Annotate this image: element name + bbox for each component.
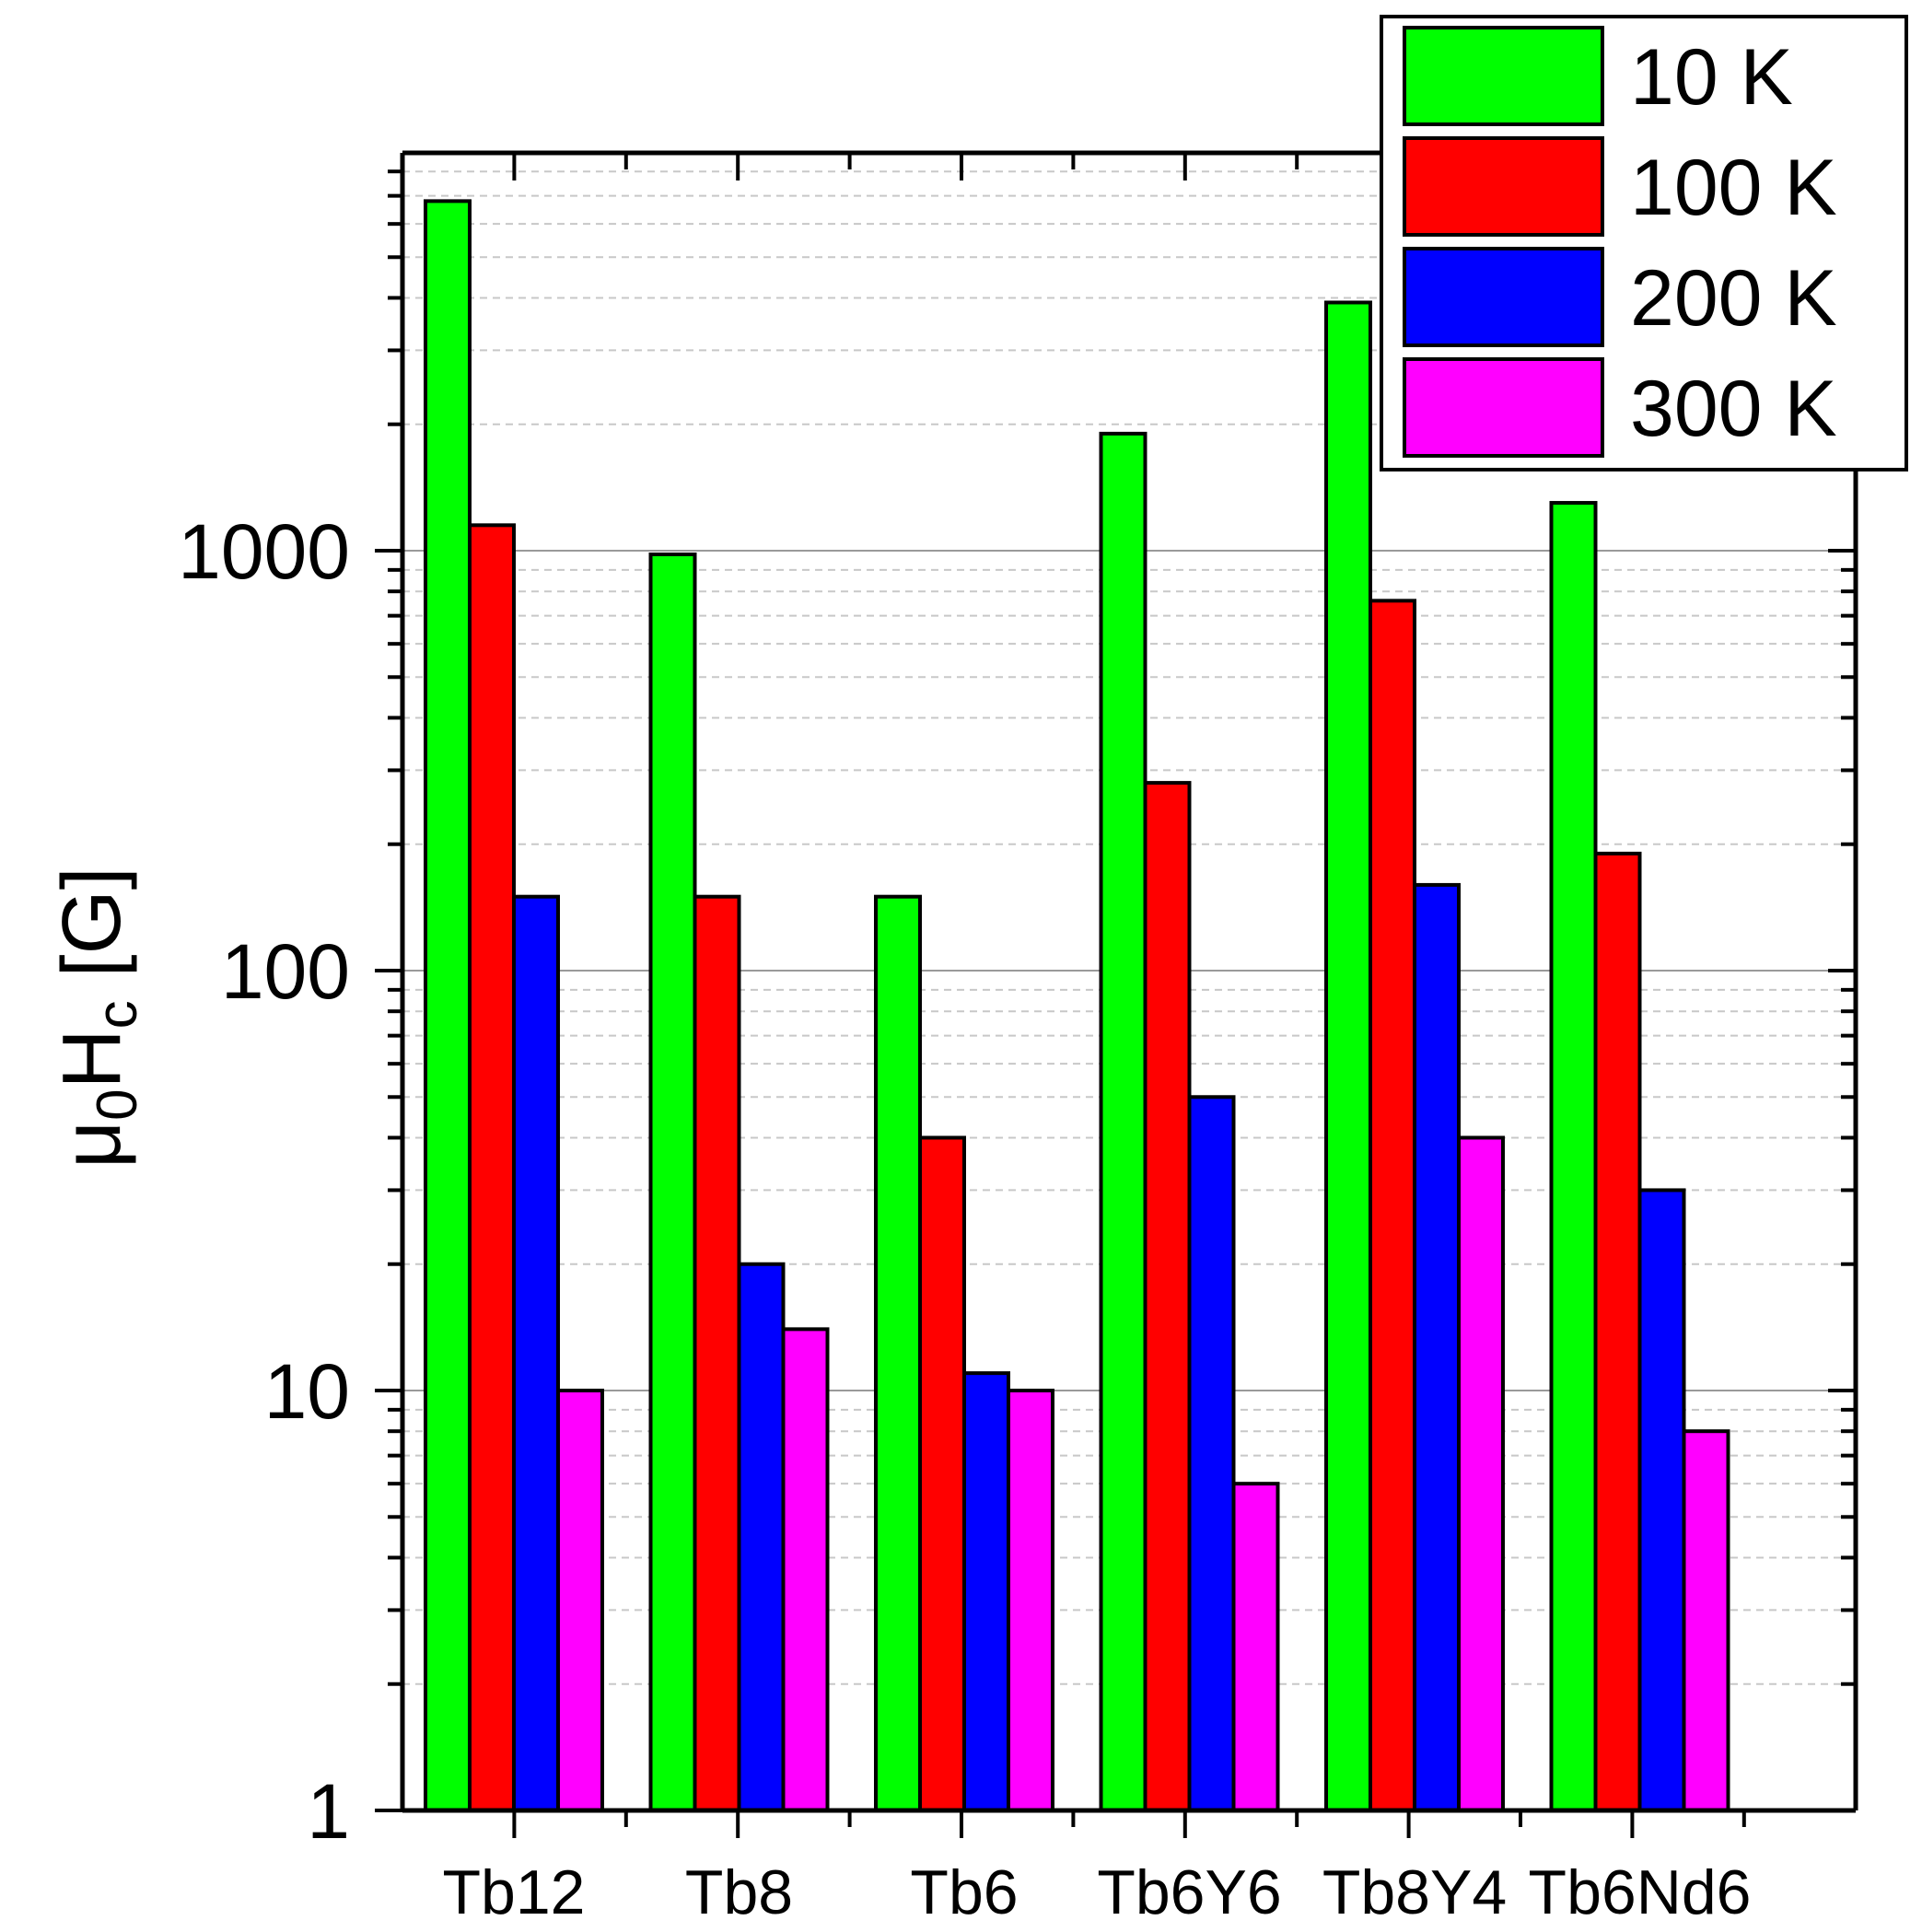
bar-tb12-10k: [424, 199, 472, 1812]
bar-tb12-100k: [468, 523, 516, 1812]
legend-label-10k: 10 K: [1630, 33, 1793, 122]
legend-swatch-10k: [1403, 26, 1604, 126]
y-label-h: H: [46, 1029, 138, 1088]
bar-tb6-300k: [1007, 1389, 1054, 1812]
bar-tb6y6-100k: [1143, 781, 1192, 1812]
bar-tb8-200k: [737, 1262, 786, 1812]
bar-tb8y4-100k: [1369, 599, 1416, 1812]
legend-label-300k: 300 K: [1630, 365, 1837, 453]
bar-tb12-200k: [512, 894, 560, 1812]
bar-tb6y6-300k: [1231, 1482, 1280, 1813]
bar-tb6y6-200k: [1187, 1095, 1236, 1812]
bar-tb6nd6-300k: [1682, 1429, 1730, 1812]
legend-swatch-100k: [1403, 136, 1604, 237]
bar-tb6-10k: [874, 894, 922, 1812]
legend: 10 K 100 K 200 K 300 K: [1380, 15, 1908, 471]
tick-labels: Tb12 Tb8 Tb6 Tb6Y6 Tb8Y4 Tb6Nd6 1 10 100 1000: [178, 508, 1751, 1927]
bar-tb6nd6-200k: [1637, 1188, 1686, 1813]
bar-tb8y4-10k: [1324, 300, 1372, 1813]
x-tick-label-tb6: Tb6: [910, 1857, 1018, 1927]
y-label-mu-subscript: 0: [86, 1088, 149, 1120]
y-tick-label-10: 10: [264, 1348, 350, 1435]
bar-tb6-100k: [918, 1135, 966, 1813]
bar-tb8-300k: [781, 1327, 830, 1812]
x-tick-label-tb6y6: Tb6Y6: [1097, 1857, 1281, 1927]
bar-tb6y6-10k: [1099, 431, 1147, 1813]
bar-tb6nd6-10k: [1549, 501, 1598, 1812]
legend-swatch-300k: [1403, 357, 1604, 458]
bar-tb6-200k: [962, 1371, 1010, 1812]
bars: [424, 199, 1730, 1813]
y-label-h-subscript: c: [86, 1000, 149, 1029]
legend-label-200k: 200 K: [1630, 254, 1837, 343]
y-tick-label-1: 1: [307, 1768, 350, 1855]
x-tick-label-tb6nd6: Tb6Nd6: [1529, 1857, 1752, 1927]
bar-tb8y4-200k: [1413, 882, 1461, 1812]
bar-tb8-10k: [648, 553, 697, 1813]
y-label-unit: [G]: [46, 867, 138, 1000]
bar-tb6nd6-100k: [1593, 851, 1642, 1813]
bar-tb8-100k: [693, 894, 741, 1812]
legend-swatch-200k: [1403, 247, 1604, 347]
legend-label-100k: 100 K: [1630, 144, 1837, 232]
bar-tb12-300k: [556, 1389, 604, 1812]
y-tick-label-100: 100: [221, 928, 350, 1015]
x-tick-label-tb8: Tb8: [685, 1857, 793, 1927]
bar-tb8y4-300k: [1457, 1135, 1505, 1813]
y-axis-label: μ0Hc [G]: [46, 867, 149, 1168]
y-label-mu: μ: [46, 1121, 138, 1169]
x-tick-label-tb8y4: Tb8Y4: [1322, 1857, 1507, 1927]
y-tick-label-1000: 1000: [178, 508, 350, 595]
x-tick-label-tb12: Tb12: [443, 1857, 586, 1927]
